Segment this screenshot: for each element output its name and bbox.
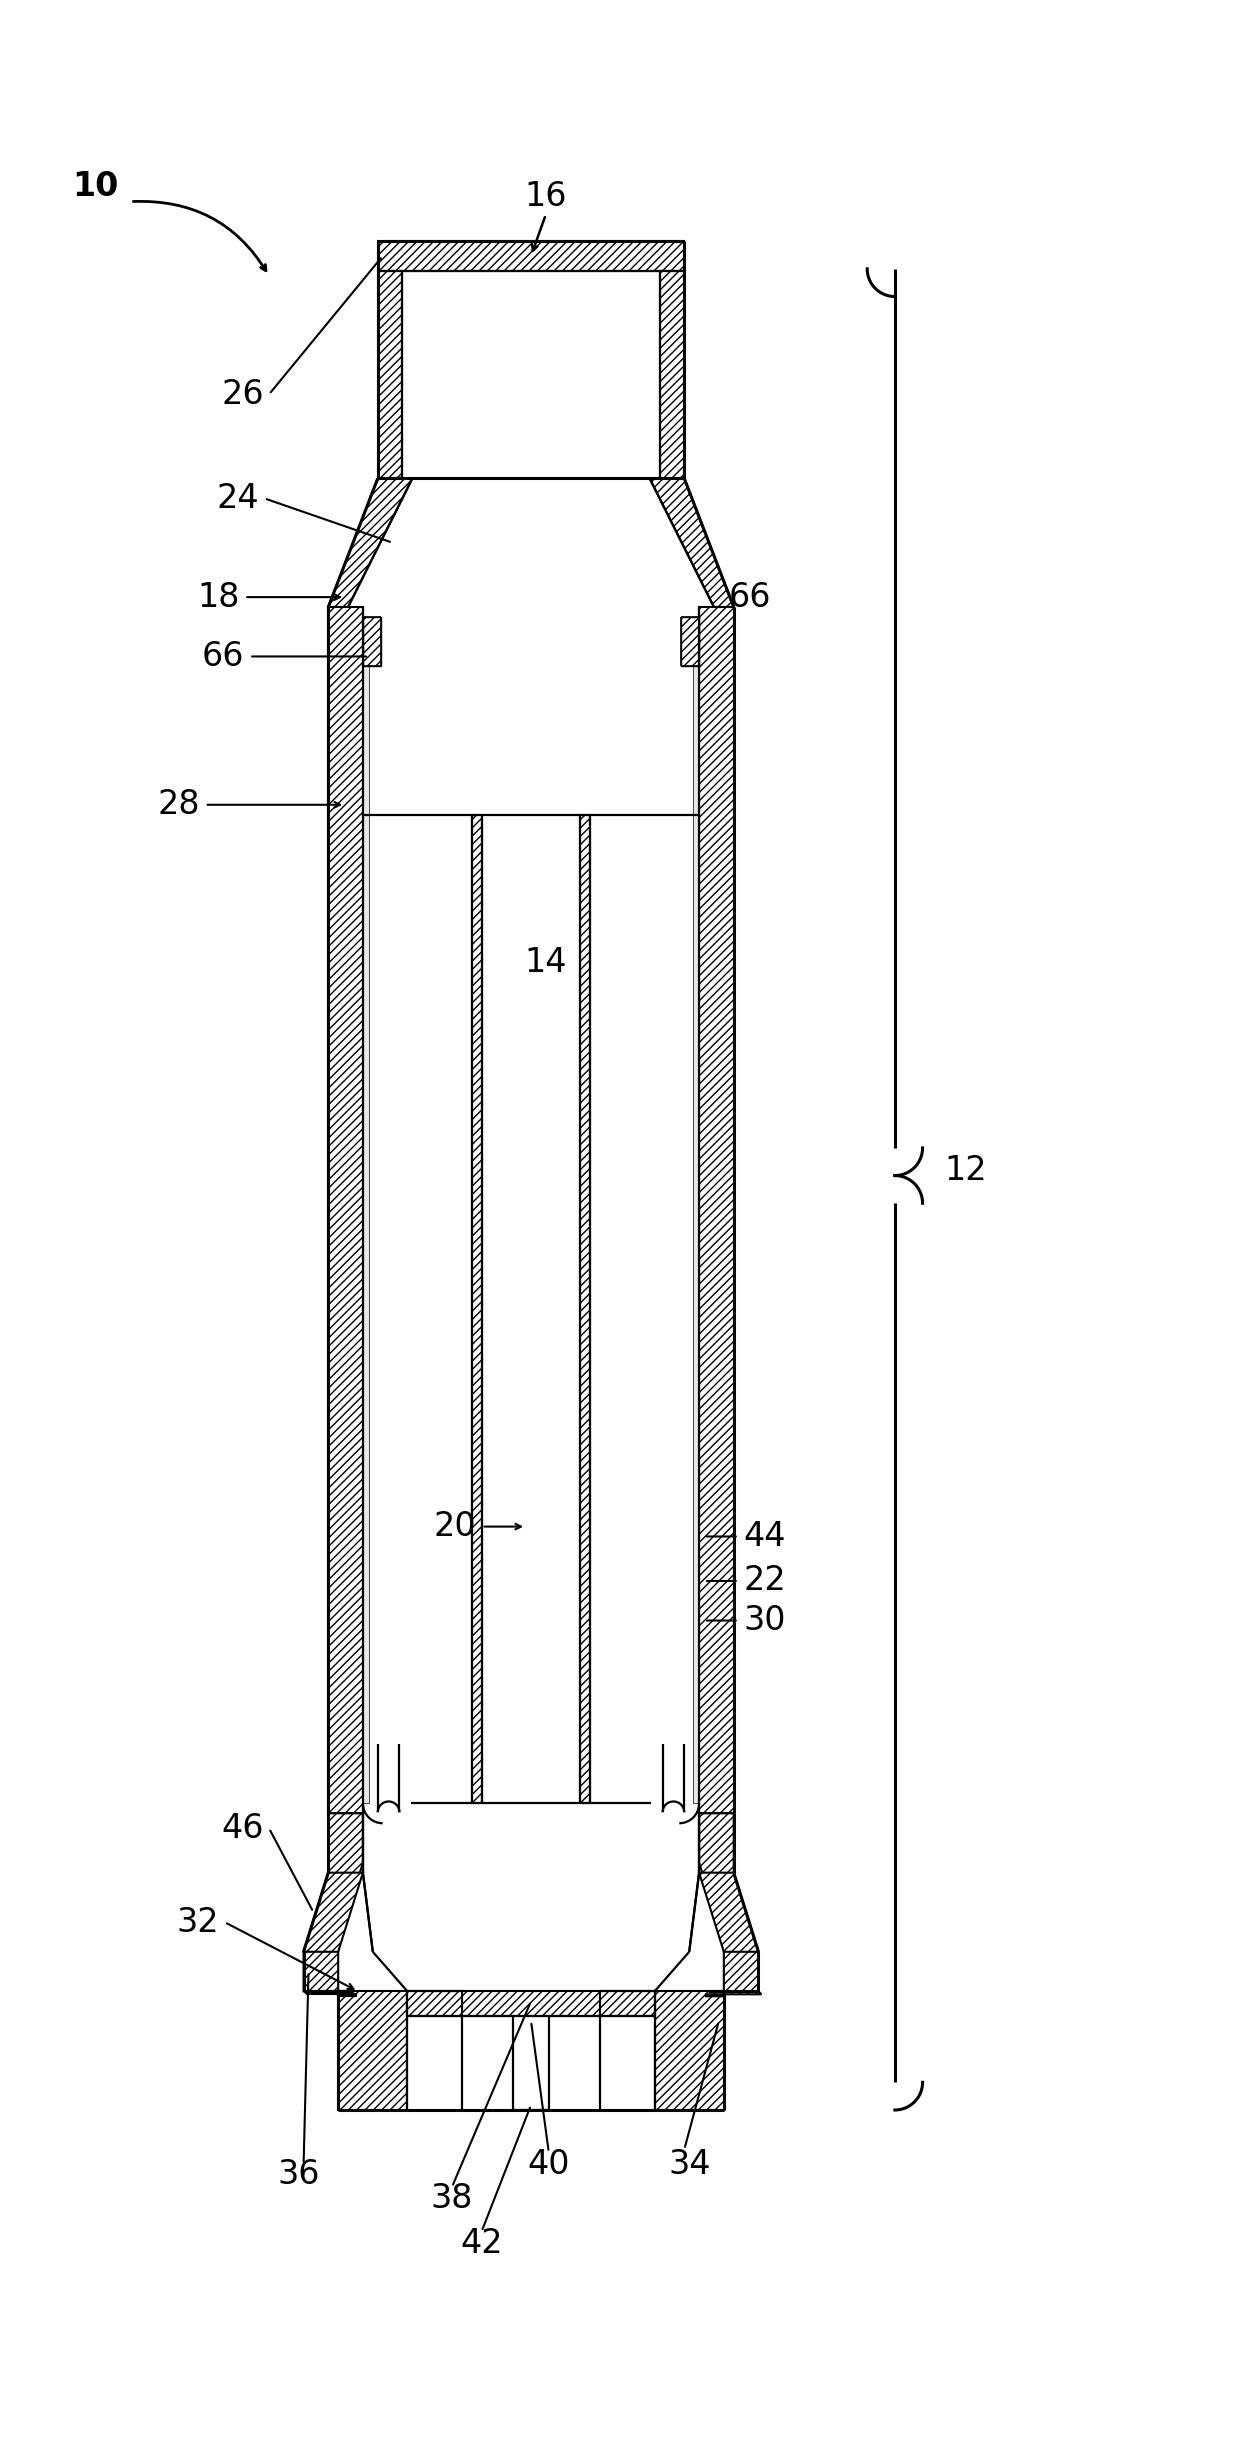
Text: 10: 10 [73, 169, 119, 204]
Polygon shape [378, 270, 403, 478]
Text: 18: 18 [197, 581, 239, 613]
Polygon shape [699, 1873, 759, 1952]
Text: 20: 20 [434, 1510, 476, 1542]
Text: 16: 16 [525, 179, 567, 213]
Polygon shape [580, 814, 590, 1805]
Text: 42: 42 [460, 2226, 503, 2261]
Polygon shape [650, 478, 734, 608]
Text: 14: 14 [525, 946, 567, 978]
Text: 66: 66 [729, 581, 771, 613]
Polygon shape [699, 1814, 759, 1991]
Polygon shape [699, 608, 734, 1814]
Polygon shape [304, 1873, 363, 1952]
Text: 28: 28 [157, 787, 200, 821]
Polygon shape [600, 1991, 655, 2016]
Text: 44: 44 [744, 1520, 786, 1552]
Polygon shape [655, 1991, 724, 2111]
Polygon shape [461, 1991, 600, 2016]
Text: 32: 32 [177, 1905, 219, 1940]
Text: 46: 46 [222, 1812, 264, 1844]
Text: 12: 12 [945, 1155, 987, 1187]
Text: 24: 24 [217, 481, 259, 515]
Polygon shape [408, 1991, 461, 2016]
Polygon shape [471, 814, 481, 1805]
Polygon shape [329, 478, 413, 608]
Polygon shape [378, 240, 684, 270]
Text: 26: 26 [222, 378, 264, 412]
Text: 34: 34 [668, 2148, 711, 2180]
Polygon shape [693, 618, 699, 1805]
Polygon shape [363, 618, 381, 667]
Text: 30: 30 [744, 1604, 786, 1638]
Polygon shape [304, 1814, 363, 1991]
Polygon shape [363, 618, 368, 1805]
Polygon shape [681, 618, 699, 667]
Polygon shape [706, 1991, 761, 1996]
Text: 22: 22 [744, 1564, 786, 1599]
Text: 40: 40 [527, 2148, 570, 2180]
Text: 38: 38 [430, 2182, 474, 2217]
Text: 66: 66 [202, 640, 244, 672]
Text: 36: 36 [278, 2158, 320, 2190]
Polygon shape [304, 1991, 356, 1996]
Polygon shape [660, 270, 684, 478]
Polygon shape [329, 608, 363, 1814]
Polygon shape [339, 1991, 408, 2111]
